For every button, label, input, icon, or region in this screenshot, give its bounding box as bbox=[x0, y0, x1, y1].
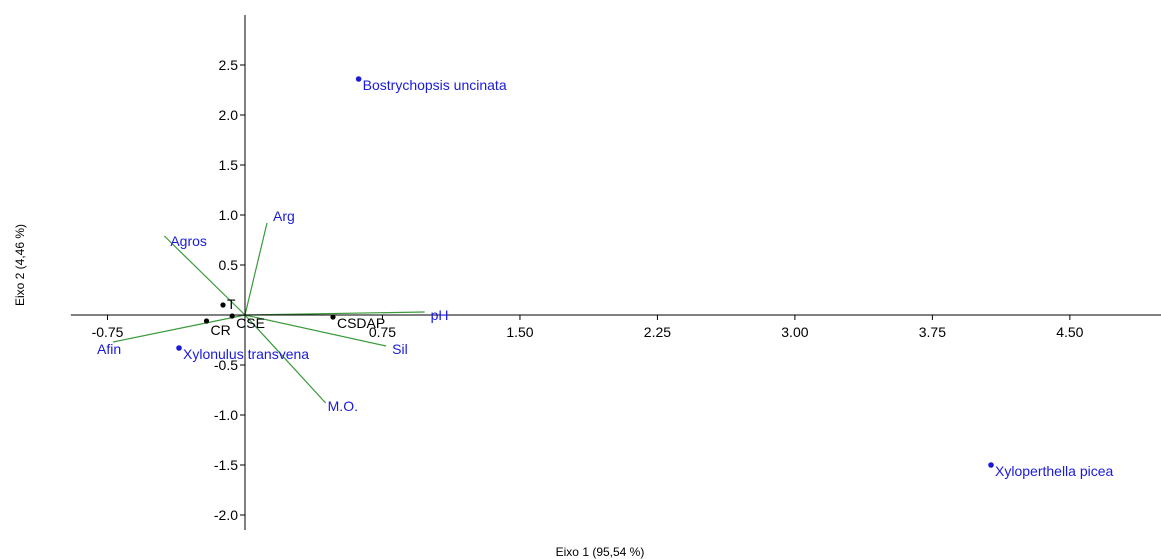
species-point bbox=[988, 462, 994, 468]
x-axis-title: Eixo 1 (95,54 %) bbox=[556, 545, 645, 559]
x-tick-label: 3.75 bbox=[919, 324, 946, 340]
points bbox=[176, 76, 994, 468]
site-label: CSDAP bbox=[337, 315, 385, 331]
species-point bbox=[355, 76, 362, 82]
site-point bbox=[229, 313, 235, 319]
site-label: T bbox=[227, 296, 236, 312]
site-point bbox=[220, 302, 226, 308]
species-label: Xyloperthella picea bbox=[995, 463, 1114, 479]
axes bbox=[70, 15, 1161, 530]
labels: Agros Arg pH Sil M.O. Afin T CR CSE CSDAP Bostrych… bbox=[97, 77, 1114, 479]
vector-line bbox=[163, 235, 246, 316]
x-tick-label: 0.75 bbox=[369, 324, 396, 340]
y-tick-label: -1.5 bbox=[214, 457, 238, 473]
x-tick-label: 1.50 bbox=[506, 324, 533, 340]
vector-label: pH bbox=[431, 307, 449, 323]
site-label: CR bbox=[211, 322, 231, 338]
y-tick-label: 2.0 bbox=[219, 107, 239, 123]
site-point bbox=[330, 314, 336, 320]
vector-label: M.O. bbox=[328, 398, 358, 414]
vector-lines bbox=[112, 222, 425, 404]
vector-label: Arg bbox=[273, 208, 295, 224]
y-tick-label: -2.0 bbox=[214, 507, 238, 523]
vector-line bbox=[244, 222, 268, 316]
y-tick-label: -0.5 bbox=[214, 357, 238, 373]
vector-line bbox=[244, 314, 327, 404]
vector-label: Sil bbox=[392, 341, 408, 357]
x-tick-label: 4.50 bbox=[1056, 324, 1083, 340]
site-label: CSE bbox=[236, 315, 265, 331]
x-tick-label: -0.75 bbox=[92, 324, 124, 340]
site-point bbox=[203, 318, 210, 324]
y-tick-label: 1.5 bbox=[219, 157, 239, 173]
y-tick-label: 2.5 bbox=[219, 57, 239, 73]
species-label: Bostrychopsis uncinata bbox=[363, 77, 507, 93]
y-tick-label: -1.0 bbox=[214, 407, 238, 423]
y-tick-label: 0.5 bbox=[219, 257, 239, 273]
x-tick-label: 2.25 bbox=[644, 324, 671, 340]
tick-marks: -0.75 0.75 1.50 2.25 3.00 3.75 4.50 2.5 2.0 1.5 1.… bbox=[92, 57, 1084, 523]
y-axis-title: Eixo 2 (4,46 %) bbox=[13, 224, 27, 306]
vector-label: Agros bbox=[170, 233, 207, 249]
y-tick-label: 1.0 bbox=[219, 207, 239, 223]
x-tick-label: 3.00 bbox=[781, 324, 808, 340]
species-point bbox=[176, 345, 182, 351]
vector-line bbox=[244, 314, 387, 347]
species-label: Xylonulus transvena bbox=[183, 346, 309, 362]
vector-label: Afin bbox=[97, 341, 121, 357]
vector-line bbox=[112, 314, 246, 343]
